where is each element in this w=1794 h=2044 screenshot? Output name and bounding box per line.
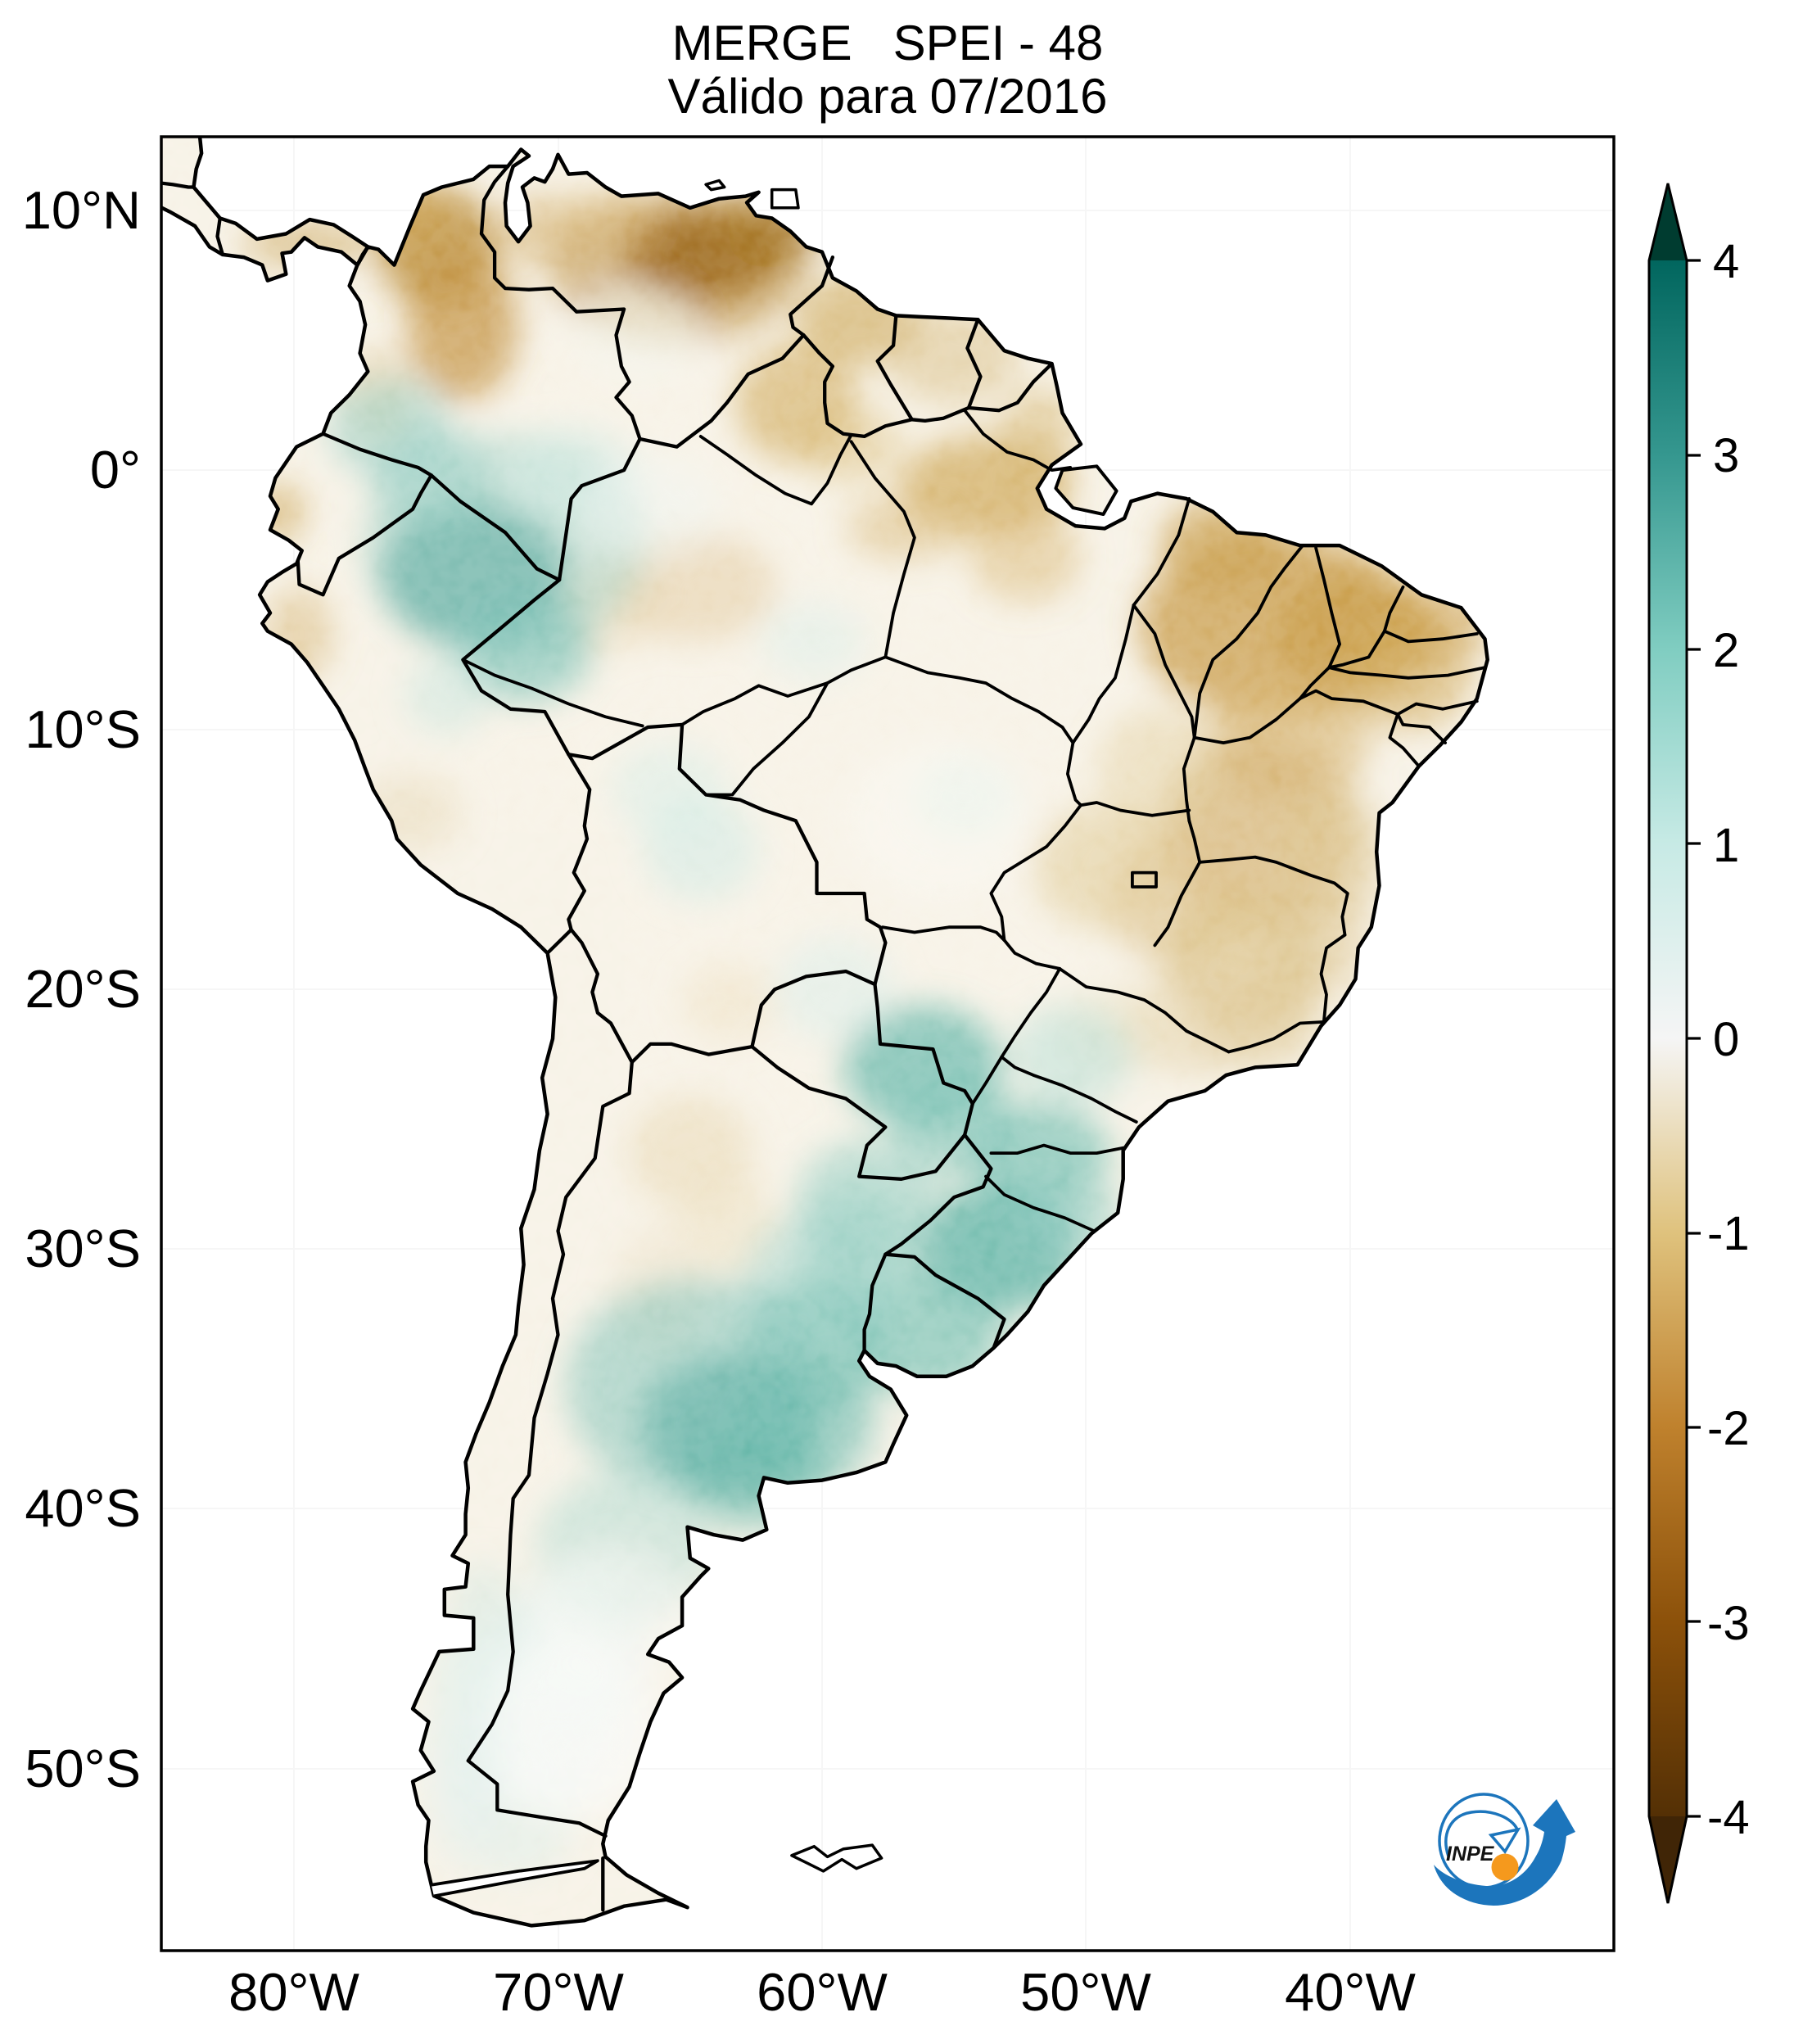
svg-text:INPE: INPE xyxy=(1446,1843,1495,1865)
svg-text:50°S: 50°S xyxy=(25,1739,141,1798)
svg-text:0: 0 xyxy=(1713,1013,1739,1066)
svg-text:0°: 0° xyxy=(90,440,141,500)
svg-text:20°S: 20°S xyxy=(25,959,141,1019)
svg-text:1: 1 xyxy=(1713,819,1739,872)
svg-text:30°S: 30°S xyxy=(25,1219,141,1278)
svg-text:3: 3 xyxy=(1713,429,1739,482)
svg-text:-1: -1 xyxy=(1707,1207,1750,1260)
svg-text:10°N: 10°N xyxy=(22,180,141,240)
svg-text:50°W: 50°W xyxy=(1020,1962,1151,2022)
svg-text:2: 2 xyxy=(1713,624,1739,677)
svg-text:-3: -3 xyxy=(1707,1597,1750,1650)
svg-text:70°W: 70°W xyxy=(493,1962,624,2022)
svg-text:-4: -4 xyxy=(1707,1791,1750,1844)
svg-text:Válido para 07/2016: Válido para 07/2016 xyxy=(667,69,1107,124)
svg-text:80°W: 80°W xyxy=(228,1962,359,2022)
svg-text:-2: -2 xyxy=(1707,1402,1750,1455)
svg-text:40°S: 40°S xyxy=(25,1478,141,1538)
svg-text:60°W: 60°W xyxy=(757,1962,888,2022)
svg-text:40°W: 40°W xyxy=(1285,1962,1416,2022)
svg-text:4: 4 xyxy=(1713,235,1739,288)
svg-text:10°S: 10°S xyxy=(25,699,141,759)
svg-text:MERGE SPEI - 48: MERGE SPEI - 48 xyxy=(672,16,1104,70)
